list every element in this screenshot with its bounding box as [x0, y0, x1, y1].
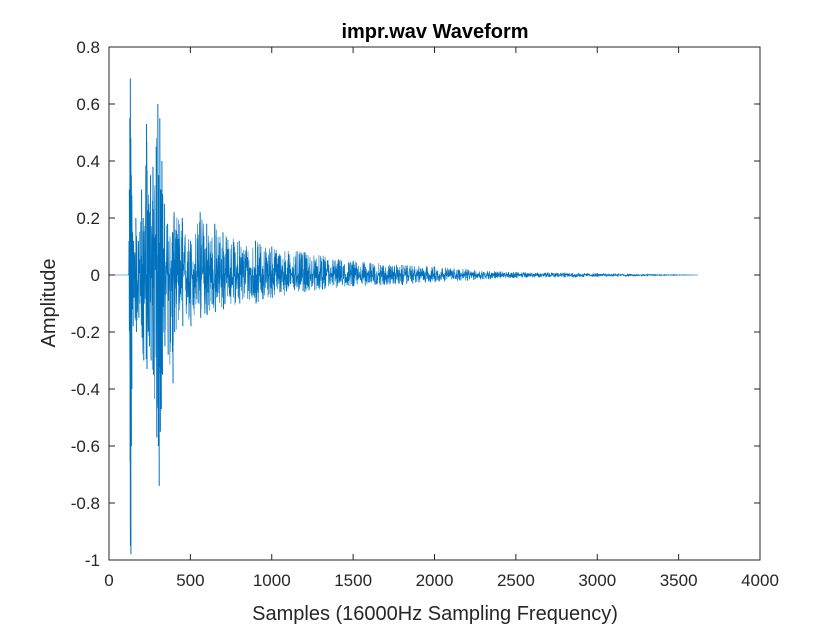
- x-tick-label: 3000: [578, 571, 616, 590]
- y-tick-label: -0.4: [71, 380, 100, 399]
- y-tick-label: -0.8: [71, 494, 100, 513]
- x-axis-label: Samples (16000Hz Sampling Frequency): [252, 603, 618, 625]
- x-tick-label: 500: [176, 571, 204, 590]
- x-tick-label: 3500: [660, 571, 698, 590]
- y-tick-label: -0.2: [71, 323, 100, 342]
- y-axis-label: Amplitude: [38, 259, 60, 348]
- y-tick-label: 0.8: [76, 38, 100, 57]
- x-tick-label: 1000: [253, 571, 291, 590]
- y-tick-label: 0.4: [76, 152, 100, 171]
- x-tick-label: 2000: [416, 571, 454, 590]
- x-axis: 0 500 1000 1500 2000 2500 3000 3500 4000: [104, 47, 779, 590]
- y-tick-label: 0: [91, 266, 100, 285]
- plot-frame: [108, 46, 761, 561]
- x-tick-label: 4000: [741, 571, 779, 590]
- y-tick-label: 0.6: [76, 95, 100, 114]
- y-tick-label: -0.6: [71, 437, 100, 456]
- waveform-peak-lines: [128, 78, 631, 555]
- chart-title: impr.wav Waveform: [341, 21, 528, 43]
- x-tick-label: 0: [104, 571, 113, 590]
- y-tick-label: 0.2: [76, 209, 100, 228]
- x-tick-label: 2500: [497, 571, 535, 590]
- y-tick-label: -1: [85, 551, 100, 570]
- y-axis: -1 -0.8 -0.6 -0.4 -0.2 0 0.2 0.4 0.6 0.8: [71, 38, 760, 570]
- plot-content: [109, 78, 699, 555]
- x-tick-label: 1500: [334, 571, 372, 590]
- plot-area: [109, 47, 760, 560]
